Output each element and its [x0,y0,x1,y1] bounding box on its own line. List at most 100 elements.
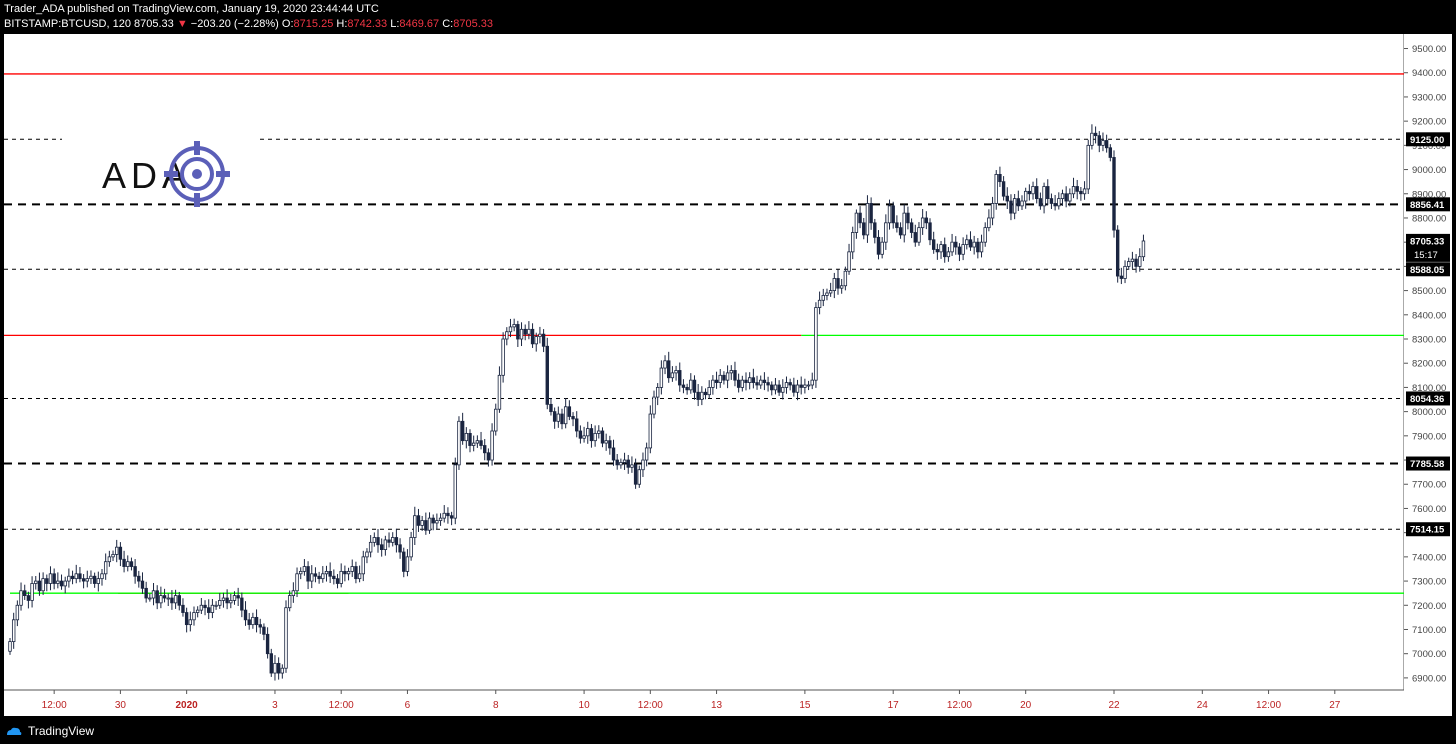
candle-body [578,430,583,439]
candle [19,582,23,611]
candle [339,563,343,588]
candle [773,377,778,395]
candle-body [865,203,870,236]
candle-body [545,345,549,405]
candle-body [173,595,178,604]
candle [402,547,406,578]
candle [1134,254,1138,273]
time-tick-label: 27 [1329,700,1341,711]
candle-body [379,544,384,551]
candle-body [214,604,218,607]
price-tick-label: 9500.00 [1412,44,1446,55]
candle [759,375,763,389]
candle-body [575,418,579,432]
candle [931,231,936,254]
candle-body [280,667,285,674]
candle-body [449,515,454,519]
candle-body [1097,135,1101,146]
candle [803,378,807,394]
candle [828,282,833,297]
candle [8,637,12,655]
candle-body [100,573,104,580]
candle [541,329,546,353]
candle [376,529,380,553]
candle [107,550,112,567]
candle [928,218,932,246]
candle [173,589,178,609]
candle [284,600,288,673]
candle-body [965,239,969,245]
symbol-label[interactable]: BITSTAMP:BTCUSD, 120 [4,18,131,30]
candle-body [313,573,318,577]
candle [667,351,671,383]
candle [81,574,86,589]
price-tick-label: 7600.00 [1412,504,1446,515]
candle-body [611,447,616,461]
candle-body [383,539,388,551]
candle-body [199,604,204,611]
candle-body [1049,198,1054,204]
candle [1038,192,1043,210]
candle-body [541,333,546,347]
candle-body [902,212,906,236]
candle [1012,194,1017,220]
candle-body [405,556,410,572]
candle [63,576,67,594]
candle-body [111,554,115,558]
candle [711,375,715,395]
candle-body [1046,186,1050,200]
candle-body [1082,188,1087,195]
candle-body [460,420,465,442]
candle-body [468,433,472,446]
candle-body [442,512,446,519]
time-tick-label: 12:00 [329,700,354,711]
candle-body [994,173,998,204]
candle [957,243,962,262]
candle-body [571,416,575,420]
chart-area[interactable]: ADA 6900.00 7000.00 7100.00 7200.00 7300.00 7… [4,34,1452,716]
candle-body [795,384,800,393]
candle-body [939,244,943,253]
candle-body [663,360,667,369]
candle-body [600,430,605,444]
candle [825,288,829,301]
tradingview-brand[interactable]: TradingView [6,724,94,738]
candle-body [943,244,947,258]
candle [475,435,480,448]
candle [751,368,756,389]
candle-body [221,597,226,601]
candle-body [641,459,645,471]
candle-body [126,561,130,567]
candle-body [700,391,704,400]
candle-body [162,595,167,599]
candle [335,574,340,589]
candle [302,559,307,576]
candle [990,196,995,226]
candle [365,548,369,564]
candle-body [321,573,325,580]
candle [74,564,78,584]
price-chart[interactable]: ADA 6900.00 7000.00 7100.00 7200.00 7300.00 7… [4,34,1452,716]
candle-body [920,217,925,229]
candle-body [685,387,689,391]
candle-body [295,573,299,592]
candle [545,337,549,410]
price-change: −203.20 (−2.28%) [190,18,279,30]
candle-body [722,374,726,381]
candle [310,565,314,589]
candle-body [1057,198,1061,207]
candle [858,206,862,229]
candle [479,431,483,450]
candle-body [689,379,693,391]
candle [457,416,461,470]
candle-body [475,440,480,444]
candle-body [913,232,917,243]
candle-body [589,428,594,442]
candle [681,379,686,394]
candle-body [718,374,722,383]
level-price-label: 7514.15 [1410,525,1445,536]
candle [34,575,38,590]
candle [1027,184,1032,201]
candle-body [770,384,774,391]
last-price-box [1406,233,1450,262]
